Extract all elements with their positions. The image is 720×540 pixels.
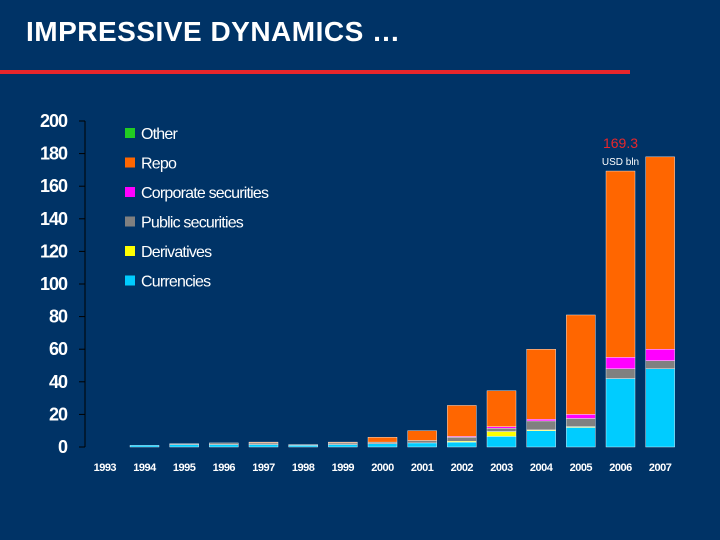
annotation-value: 169.3 [603,135,638,151]
y-tick-label: 20 [49,404,68,424]
bar-segment-currencies-2004 [526,430,556,448]
x-tick-label: 1999 [332,462,355,474]
annotation-unit: USD bln [602,157,639,168]
bar-segment-public-securities-2005 [566,418,596,427]
chart-axes: 0 20 40 60 80 100 120 140 160 180 200 1993 1994 1995 1… [40,111,672,474]
bar-segment-currencies-2006 [605,378,636,448]
legend-label-repo: Repo [141,156,177,173]
bar-segment-currencies-1998 [288,445,318,448]
bar-segment-derivatives-2003 [486,431,517,437]
bar-segment-currencies-2003 [486,436,517,448]
bar-segment-public-securities-2002 [447,437,477,442]
y-tick-label: 140 [40,209,68,229]
x-tick-label: 2003 [490,462,513,474]
x-tick-label: 1994 [133,462,157,474]
x-tick-label: 1997 [252,462,275,474]
bar-segment-public-securities-1996 [209,442,239,445]
bar-segment-public-securities-2006 [605,368,636,379]
x-tick-label: 1996 [213,462,236,474]
legend-label-currencies: Currencies [141,274,211,291]
bar-segment-currencies-1997 [248,444,279,448]
legend-label-corporate-securities: Corporate securities [141,185,269,202]
bar-segment-public-securities-2004 [526,420,556,431]
bar-segment-repo-2000 [367,437,398,443]
bar-segment-corporate-securities-2004 [526,419,556,422]
legend-swatch-currencies [125,275,135,286]
bar-segment-public-securities-2001 [407,440,437,444]
bar-segment-public-securities-2000 [367,441,398,444]
y-tick-label: 80 [49,307,68,327]
y-tick-label: 180 [40,144,68,164]
x-tick-label: 2007 [649,462,672,474]
legend-label-public-securities: Public securities [141,215,244,232]
bar-segment-currencies-2007 [645,368,675,448]
legend-swatch-corporate-securities [125,187,135,197]
bar-segment-public-securities-1999 [328,442,358,445]
bar-segment-repo-2005 [566,314,596,415]
bar-segment-repo-1999 [328,441,358,444]
chart-annotation: 169.3 USD bln [602,135,639,168]
y-tick-label: 160 [40,176,68,196]
y-tick-label: 200 [40,111,68,131]
legend-label-other: Other [141,126,178,143]
bar-segment-corporate-securities-2007 [645,349,675,361]
x-tick-label: 2004 [530,462,554,474]
bar-segment-repo-2003 [486,390,517,427]
bar-segment-currencies-2000 [367,443,398,448]
bar-segment-currencies-1994 [129,445,160,448]
legend-swatch-other [125,128,135,138]
y-tick-label: 100 [40,274,68,294]
bar-segment-corporate-securities-2003 [486,426,517,429]
bar-segment-public-securities-1998 [288,444,318,446]
bar-segment-repo-2001 [407,430,437,441]
legend-swatch-repo [125,157,135,168]
slide-title: IMPRESSIVE DYNAMICS … [26,16,401,47]
x-tick-label: 1995 [173,462,196,474]
bar-segment-public-securities-2003 [486,428,517,432]
bar-segment-currencies-2001 [407,442,437,448]
bar-segment-repo-1997 [248,441,279,444]
legend-swatch-public-securities [125,216,135,227]
bar-segment-currencies-1996 [209,444,239,448]
x-tick-label: 2002 [451,462,474,474]
y-tick-label: 60 [49,339,68,359]
bar-segment-repo-2004 [526,349,556,420]
bar-segment-currencies-2002 [447,441,477,448]
legend-swatch-derivatives [125,246,135,256]
y-tick-label: 120 [40,241,68,261]
bar-segment-repo-2006 [605,170,636,358]
bar-segment-currencies-1999 [328,444,358,448]
bar-segment-public-securities-1997 [248,442,279,445]
x-tick-label: 2005 [570,462,593,474]
bar-segment-corporate-securities-2006 [605,357,636,369]
x-tick-label: 1998 [292,462,315,474]
x-tick-label: 2000 [371,462,394,474]
chart-legend: Other Repo Corporate securities Public secu… [125,126,270,291]
bar-segment-repo-2007 [645,156,675,350]
legend-label-derivatives: Derivatives [141,244,212,261]
bar-segment-repo-2002 [447,405,477,437]
chart-bars [129,156,675,448]
x-tick-label: 2006 [609,462,632,474]
y-tick-label: 0 [58,437,68,457]
bar-segment-corporate-securities-2005 [566,414,596,419]
bar-segment-currencies-1995 [169,444,199,448]
bar-segment-public-securities-1995 [169,443,199,445]
title-divider [0,70,630,74]
y-tick-label: 40 [49,372,68,392]
x-tick-label: 1993 [94,462,117,474]
x-tick-label: 2001 [411,462,434,474]
bar-segment-currencies-2005 [566,427,596,448]
bar-segment-public-securities-2007 [645,360,675,369]
